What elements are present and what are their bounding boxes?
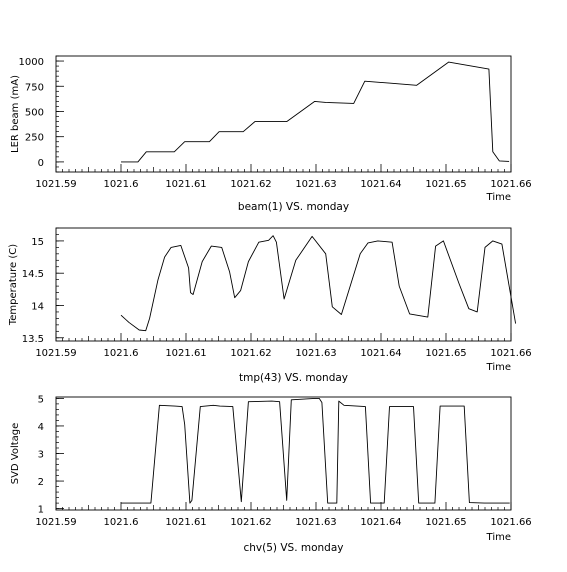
y-axis-title: Temperature (C) bbox=[8, 244, 19, 326]
x-tick-label: 1021.62 bbox=[230, 179, 271, 190]
x-tick-label: 1021.61 bbox=[165, 348, 206, 359]
chart-caption: chv(5) VS. monday bbox=[244, 542, 344, 554]
plot-frame bbox=[55, 227, 512, 342]
x-tick-label: 1021.64 bbox=[360, 348, 401, 359]
x-tick-label: 1021.59 bbox=[35, 517, 76, 528]
y-tick-label: 1 bbox=[38, 505, 44, 516]
x-tick-label: 1021.65 bbox=[425, 348, 466, 359]
y-tick-label: 14.5 bbox=[22, 269, 44, 280]
chart-panel-3: 1021.59 1021.6 1021.61 1021.62 1021.63 1021.6… bbox=[10, 394, 532, 554]
series-line-1 bbox=[120, 235, 517, 332]
y-tick-label: 250 bbox=[25, 133, 44, 144]
x-tick-label: 1021.66 bbox=[490, 348, 531, 359]
x-tick-label: 1021.59 bbox=[35, 179, 76, 190]
y-tick-label: 14 bbox=[31, 301, 44, 312]
x-tick-label: 1021.64 bbox=[360, 179, 401, 190]
x-tick-label: 1021.63 bbox=[295, 517, 336, 528]
x-tick-label: 1021.65 bbox=[425, 179, 466, 190]
x-tick-label: 1021.64 bbox=[360, 517, 401, 528]
x-tick-label: 1021.6 bbox=[104, 179, 139, 190]
x-tick-label: 1021.61 bbox=[165, 517, 206, 528]
x-axis-title: Time bbox=[486, 532, 511, 543]
y-tick-label: 13.5 bbox=[22, 334, 44, 345]
x-tick-label: 1021.63 bbox=[295, 348, 336, 359]
x-tick-label: 1021.6 bbox=[104, 517, 139, 528]
x-tick-label: 1021.62 bbox=[230, 348, 271, 359]
y-tick-label: 5 bbox=[38, 394, 44, 405]
y-axis-title: SVD Voltage bbox=[10, 423, 21, 485]
x-tick-label: 1021.63 bbox=[295, 179, 336, 190]
y-tick-label: 1000 bbox=[19, 57, 44, 68]
x-tick-label: 1021.62 bbox=[230, 517, 271, 528]
y-tick-label: 4 bbox=[38, 422, 44, 433]
x-tick-label: 1021.6 bbox=[104, 348, 139, 359]
y-tick-label: 15 bbox=[31, 237, 44, 248]
x-tick-label: 1021.65 bbox=[425, 517, 466, 528]
series-line-1 bbox=[121, 397, 510, 504]
x-axis-title: Time bbox=[486, 362, 511, 373]
series-line-1 bbox=[121, 61, 510, 163]
y-tick-label: 0 bbox=[38, 158, 44, 169]
x-tick-label: 1021.59 bbox=[35, 348, 76, 359]
x-tick-label: 1021.66 bbox=[490, 179, 531, 190]
y-axis-title: LER beam (mA) bbox=[10, 75, 21, 153]
chart-caption: tmp(43) VS. monday bbox=[239, 372, 348, 384]
y-tick-label: 750 bbox=[25, 82, 44, 93]
chart-panel-2: 1021.59 1021.6 1021.61 1021.62 1021.63 1021.6… bbox=[8, 227, 532, 384]
y-tick-label: 3 bbox=[38, 450, 44, 461]
y-tick-label: 2 bbox=[38, 477, 44, 488]
y-tick-label: 500 bbox=[25, 107, 44, 118]
chart-caption: beam(1) VS. monday bbox=[238, 201, 349, 213]
x-tick-label: 1021.66 bbox=[490, 517, 531, 528]
x-axis-title: Time bbox=[486, 192, 511, 203]
x-tick-label: 1021.61 bbox=[165, 179, 206, 190]
chart-panel-1: 1021.59 1021.6 1021.61 1021.62 1021.63 1021.6… bbox=[10, 55, 532, 213]
plot-frame bbox=[55, 55, 512, 173]
